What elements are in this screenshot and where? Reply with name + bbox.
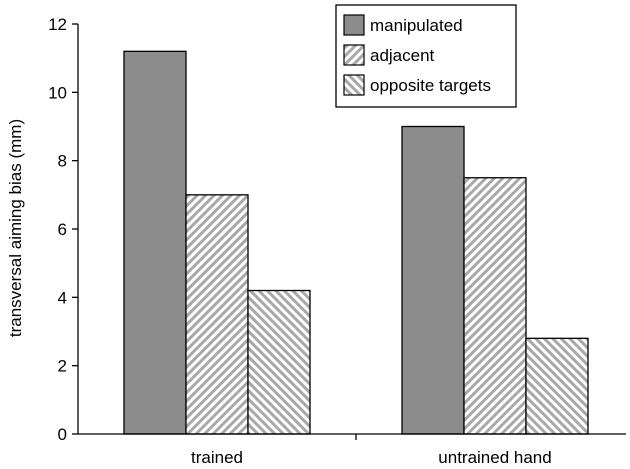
bar-untrained-hand-opposite-targets [525, 337, 589, 435]
legend-swatch-manipulated [343, 14, 365, 36]
bar-untrained-hand-manipulated [401, 125, 465, 435]
legend: manipulated adjacent opposite targets [335, 4, 517, 108]
x-tick-label-untrained-hand: untrained hand [438, 448, 551, 467]
y-tick-label-10: 10 [48, 83, 67, 102]
legend-swatch-opposite-targets [343, 74, 365, 96]
x-tick-label-trained: trained [191, 448, 243, 467]
bars-group [123, 50, 589, 435]
bar-untrained-hand-adjacent [463, 177, 527, 435]
y-tick-label-6: 6 [58, 220, 67, 239]
y-tick-label-0: 0 [58, 425, 67, 444]
bar-trained-opposite-targets [247, 289, 311, 435]
legend-label-manipulated: manipulated [370, 16, 463, 35]
legend-label-opposite-targets: opposite targets [370, 76, 491, 95]
y-tick-label-4: 4 [58, 288, 67, 307]
y-tick-label-8: 8 [58, 152, 67, 171]
bar-trained-adjacent [185, 194, 249, 435]
axes-group: 0 2 4 6 8 10 12 trained untrained hand [48, 15, 626, 467]
y-tick-label-12: 12 [48, 15, 67, 34]
legend-swatch-adjacent [343, 44, 365, 66]
bar-trained-manipulated [123, 50, 187, 435]
legend-box [335, 4, 517, 108]
y-axis-title: transversal aiming bias (mm) [6, 119, 25, 337]
legend-label-adjacent: adjacent [370, 46, 435, 65]
y-tick-label-2: 2 [58, 357, 67, 376]
